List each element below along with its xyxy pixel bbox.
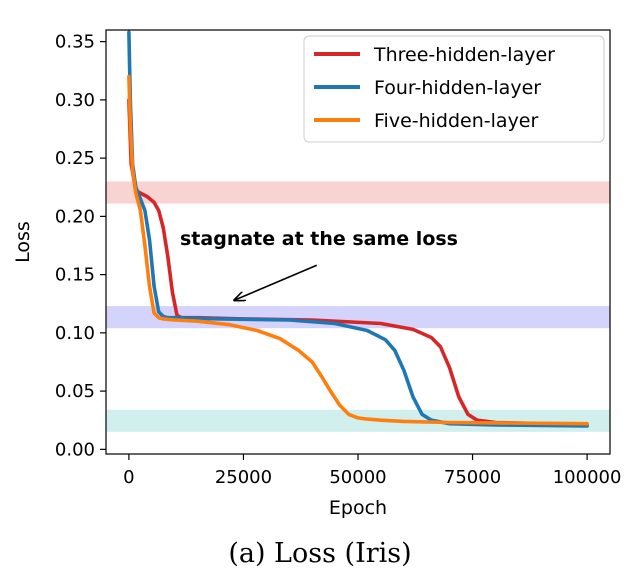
y-tick-label: 0.35: [55, 32, 95, 53]
highlight-bands: [106, 181, 610, 432]
y-tick-label: 0.15: [55, 265, 95, 286]
legend-label: Three-hidden-layer: [373, 44, 555, 66]
y-tick-label: 0.30: [55, 90, 95, 111]
annotation-text: stagnate at the same loss: [180, 228, 458, 250]
highlight-band-2: [106, 409, 610, 432]
legend-box: [303, 35, 605, 143]
series-line-three-hidden-layer: [127, 98, 589, 427]
highlight-band-0: [106, 181, 610, 204]
y-axis-ticks: 0.00 0.05 0.10 0.15 0.20 0.25 0.30 0.35: [55, 32, 106, 460]
x-tick-label: 75000: [444, 467, 501, 488]
annotation-arrow: [234, 264, 318, 300]
legend-label: Four-hidden-layer: [374, 77, 541, 99]
x-tick-label: 0: [123, 467, 134, 488]
series-lines: [127, 30, 589, 428]
x-tick-label: 50000: [329, 467, 386, 488]
y-tick-label: 0.25: [55, 148, 95, 169]
series-line-five-hidden-layer: [127, 74, 589, 426]
y-tick-label: 0.00: [55, 439, 95, 460]
y-axis-label: Loss: [12, 221, 34, 263]
x-tick-label: 100000: [553, 467, 622, 488]
y-tick-label: 0.05: [55, 381, 95, 402]
y-tick-label: 0.10: [55, 323, 95, 344]
x-tick-label: 25000: [215, 467, 272, 488]
figure-caption: (a) Loss (Iris): [228, 538, 411, 569]
highlight-band-1: [106, 306, 610, 329]
x-axis-label: Epoch: [329, 497, 387, 519]
x-axis-ticks: 0 25000 50000 75000 100000: [123, 454, 621, 488]
series-line-four-hidden-layer: [127, 30, 589, 428]
legend: Three-hidden-layer Four-hidden-layer Five-…: [303, 35, 605, 143]
annotation: stagnate at the same loss: [180, 228, 458, 300]
y-tick-label: 0.20: [55, 206, 95, 227]
legend-label: Five-hidden-layer: [374, 110, 538, 132]
